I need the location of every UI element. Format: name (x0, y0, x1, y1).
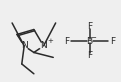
Text: +: + (47, 38, 53, 44)
Text: N: N (21, 41, 28, 50)
Text: F: F (87, 22, 92, 31)
Circle shape (39, 43, 48, 49)
Text: −: − (91, 35, 96, 41)
Text: B: B (87, 36, 93, 46)
Text: N: N (40, 41, 47, 50)
Text: F: F (110, 36, 115, 46)
Circle shape (85, 38, 94, 44)
Text: F: F (87, 51, 92, 60)
Text: F: F (64, 36, 69, 46)
Circle shape (20, 43, 28, 49)
